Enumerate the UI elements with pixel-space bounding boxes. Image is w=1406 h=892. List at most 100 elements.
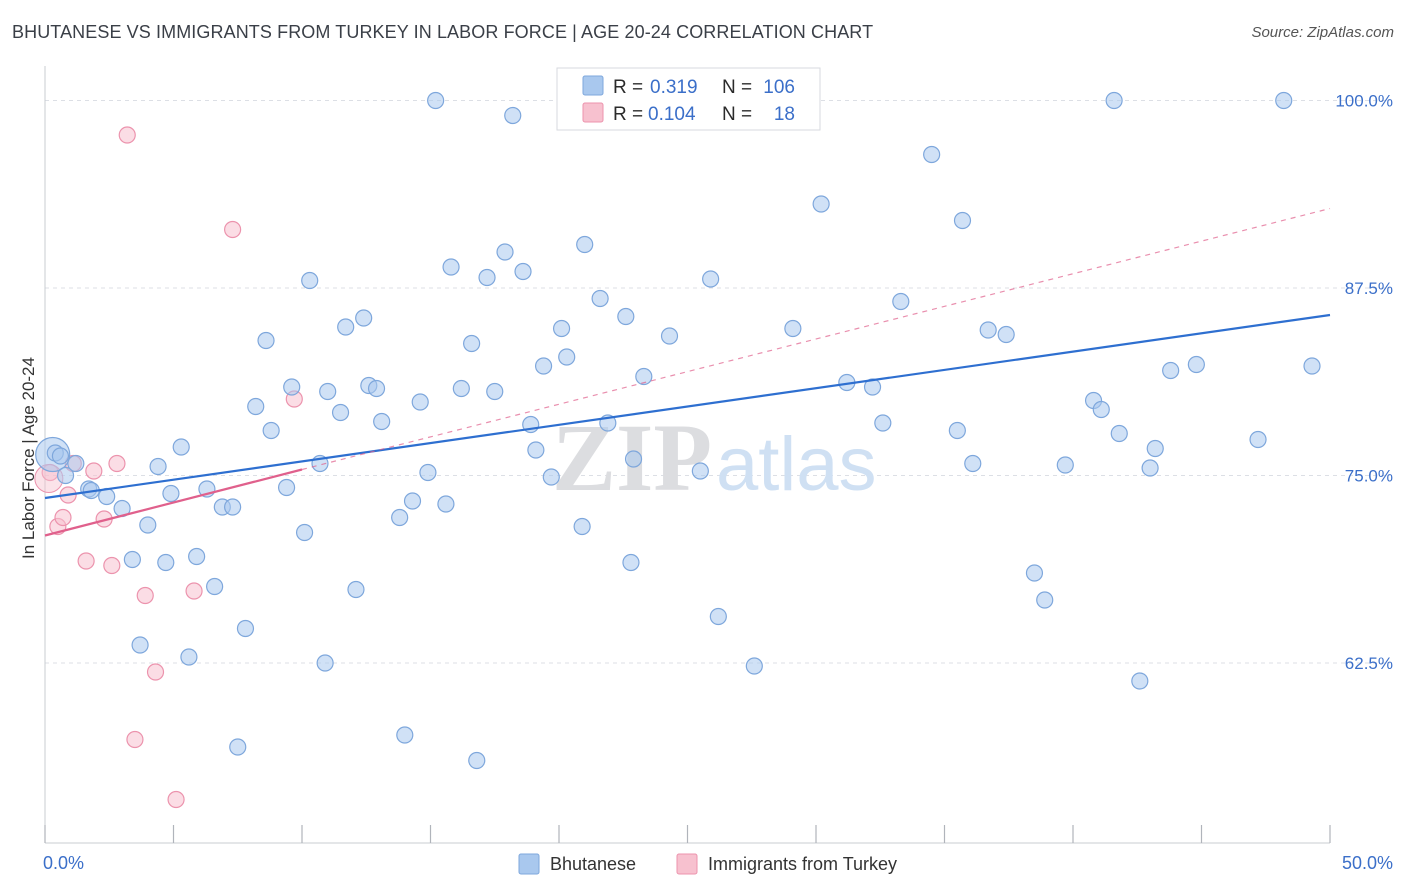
legend-n-value-1: 106 (763, 77, 795, 98)
data-point-bhutanese (660, 327, 679, 345)
data-point-bhutanese (295, 523, 314, 542)
data-point-bhutanese (139, 516, 157, 534)
data-point-bhutanese (591, 289, 609, 308)
data-point-bhutanese (979, 321, 997, 339)
data-point-bhutanese (1303, 357, 1321, 375)
data-point-bhutanese (301, 271, 319, 290)
data-point-bhutanese (463, 334, 481, 353)
data-point-turkey (108, 454, 126, 473)
data-point-bhutanese (229, 738, 247, 756)
data-point-bhutanese (411, 393, 429, 411)
data-point-bhutanese (442, 258, 460, 276)
data-point-bhutanese (496, 243, 514, 261)
data-point-bhutanese (188, 547, 206, 566)
data-point-bhutanese (812, 195, 830, 213)
data-point-bhutanese (1110, 424, 1128, 443)
data-point-turkey (167, 790, 185, 809)
data-point-bhutanese (1162, 361, 1180, 380)
data-point-bhutanese (468, 751, 486, 770)
data-point-bhutanese (1275, 91, 1293, 110)
data-point-turkey (185, 582, 203, 600)
data-point-bhutanese (542, 468, 560, 486)
watermark-atlas: atlas (716, 422, 877, 507)
data-point-bhutanese (247, 397, 265, 416)
data-point-turkey (118, 126, 136, 144)
data-point-bhutanese (337, 318, 355, 336)
data-point-bhutanese (123, 550, 141, 569)
y-tick-label: 100.0% (1335, 92, 1393, 111)
data-point-bhutanese (257, 331, 275, 350)
data-point-bhutanese (180, 648, 198, 666)
chart-title: BHUTANESE VS IMMIGRANTS FROM TURKEY IN L… (12, 22, 874, 42)
data-point-turkey (85, 462, 103, 480)
data-point-turkey (136, 586, 154, 605)
data-point-bhutanese (997, 325, 1015, 344)
data-point-bhutanese (1249, 430, 1267, 449)
data-point-bhutanese (419, 463, 437, 482)
source-label: Source: ZipAtlas.com (1251, 24, 1394, 41)
data-point-bhutanese (1025, 564, 1044, 582)
data-point-bhutanese (1131, 672, 1149, 690)
data-point-bhutanese (403, 492, 422, 510)
y-tick-label: 87.5% (1345, 279, 1393, 298)
bottom-legend-swatch-bhutanese (518, 853, 540, 875)
data-point-bhutanese (67, 454, 85, 473)
data-point-bhutanese (514, 262, 532, 281)
data-point-bhutanese (948, 421, 966, 440)
legend-r-value-1: 0.319 (650, 77, 698, 98)
data-point-bhutanese (478, 268, 496, 287)
points-bhutanese (35, 91, 1321, 770)
data-point-bhutanese (437, 495, 455, 513)
bottom-legend-turkey: Immigrants from Turkey (708, 854, 897, 874)
data-point-bhutanese (617, 307, 635, 326)
x-tick-label: 50.0% (1342, 853, 1393, 873)
legend-n-label-2: N = (722, 104, 752, 125)
data-point-bhutanese (373, 412, 391, 431)
data-point-bhutanese (283, 378, 301, 396)
data-point-turkey (126, 730, 144, 749)
data-point-bhutanese (172, 438, 190, 456)
data-point-bhutanese (331, 403, 350, 422)
data-point-bhutanese (622, 553, 640, 572)
data-point-bhutanese (427, 91, 445, 110)
data-point-bhutanese (51, 447, 70, 465)
data-point-bhutanese (576, 235, 594, 254)
data-point-bhutanese (863, 378, 882, 396)
x-tick-label: 0.0% (43, 853, 84, 873)
data-point-bhutanese (396, 726, 414, 744)
bottom-legend-bhutanese: Bhutanese (550, 854, 636, 874)
y-axis-label: In Labor Force | Age 20-24 (19, 357, 38, 559)
data-point-bhutanese (527, 441, 545, 459)
data-point-bhutanese (1141, 459, 1159, 477)
data-point-bhutanese (1105, 91, 1123, 110)
data-point-bhutanese (162, 484, 180, 503)
data-point-bhutanese (367, 379, 386, 398)
legend-r-value-2: 0.104 (648, 104, 696, 125)
data-point-bhutanese (504, 106, 522, 125)
data-point-bhutanese (157, 553, 175, 572)
legend-box: R = 0.319 N = 106 R = 0.104 N = 18 (556, 67, 821, 131)
data-point-turkey (77, 552, 95, 570)
data-point-bhutanese (635, 367, 653, 386)
legend-r-label-1: R = (613, 77, 643, 98)
data-point-turkey (54, 508, 72, 527)
legend-r-label-2: R = (613, 104, 643, 125)
tick-labels: 62.5% 75.0% 87.5% 100.0% 0.0% 50.0% (43, 92, 1393, 874)
trend-line-bhutanese (44, 313, 1331, 500)
data-point-bhutanese (316, 654, 334, 672)
data-point-bhutanese (552, 319, 571, 338)
data-point-bhutanese (224, 498, 242, 516)
data-point-bhutanese (1036, 591, 1054, 609)
legend-n-label-1: N = (722, 77, 752, 98)
data-point-bhutanese (56, 466, 75, 485)
data-point-bhutanese (149, 457, 167, 476)
trend-line-turkey (44, 468, 303, 537)
data-point-bhutanese (452, 379, 470, 398)
data-point-bhutanese (1146, 439, 1164, 458)
gridlines (45, 100, 1390, 664)
data-point-bhutanese (624, 450, 643, 468)
data-point-bhutanese (874, 414, 892, 432)
data-point-bhutanese (558, 348, 576, 366)
data-point-bhutanese (347, 580, 365, 599)
